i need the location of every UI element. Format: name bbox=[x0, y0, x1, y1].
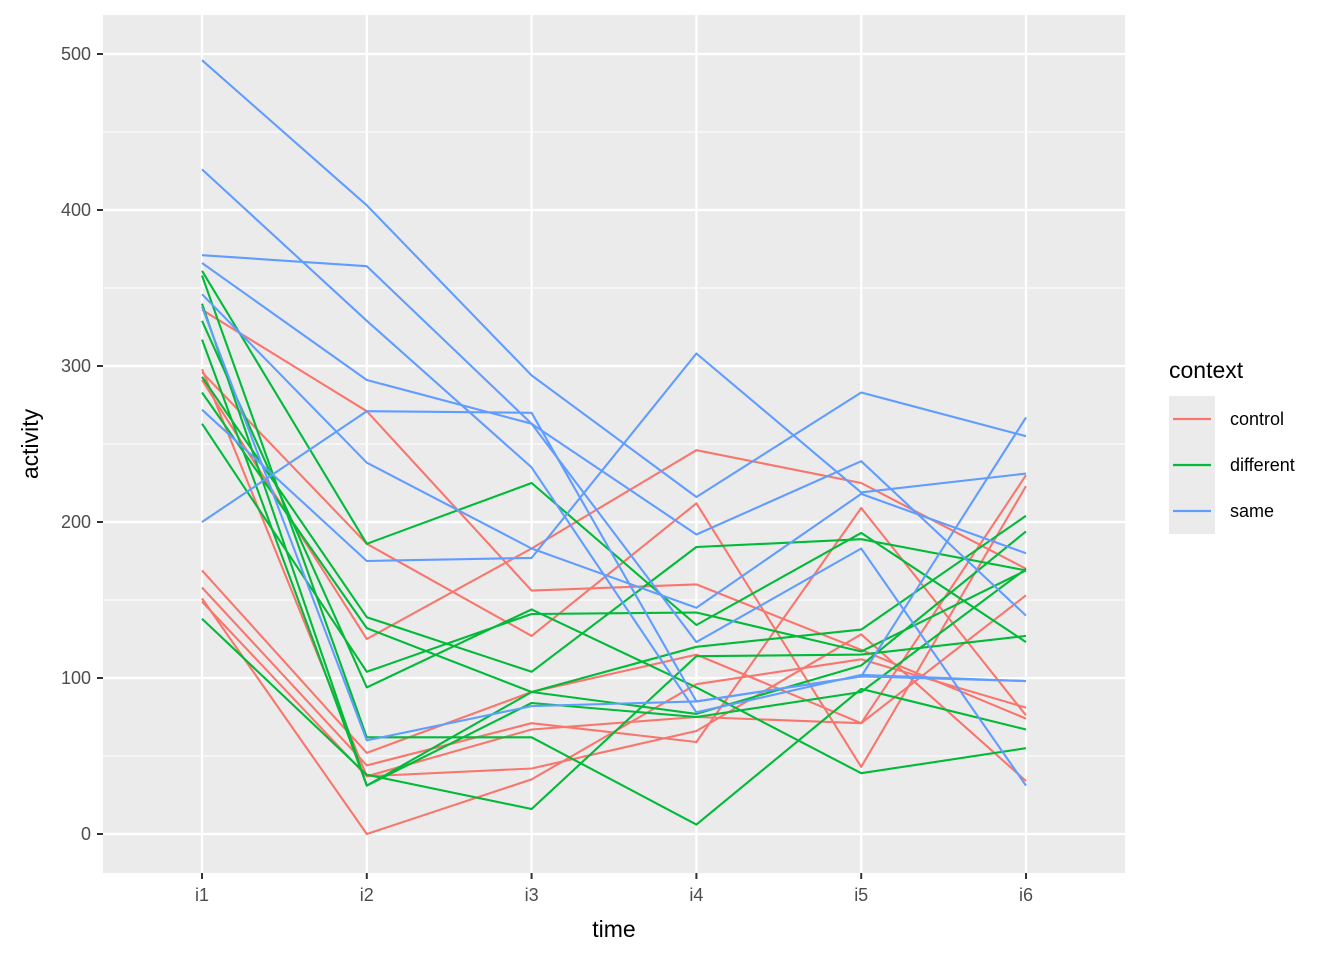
series-line-different-16 bbox=[201, 617, 1027, 811]
y-tick-label: 0 bbox=[81, 824, 91, 844]
legend-title: context bbox=[1169, 357, 1244, 383]
x-tick-label: i1 bbox=[195, 885, 209, 905]
series-line-control-4 bbox=[201, 569, 1027, 754]
legend: context control different same bbox=[1169, 357, 1295, 534]
series-line-same-22 bbox=[201, 293, 1027, 609]
series-line-different-15 bbox=[201, 423, 1027, 673]
series-line-different-9 bbox=[201, 270, 1027, 643]
series-line-different-17 bbox=[201, 303, 1027, 787]
x-axis-ticks: i1 i2 i3 i4 i5 i6 bbox=[195, 873, 1033, 905]
y-tick-label: 400 bbox=[61, 200, 91, 220]
series-line-same-21 bbox=[201, 262, 1027, 617]
series-line-same-23 bbox=[201, 352, 1027, 563]
series-line-different-11 bbox=[201, 320, 1027, 775]
y-tick-label: 100 bbox=[61, 668, 91, 688]
legend-label-same: same bbox=[1230, 501, 1274, 521]
series-line-different-14 bbox=[201, 391, 1027, 694]
x-tick-label: i5 bbox=[854, 885, 868, 905]
series-line-control-1 bbox=[201, 308, 1027, 720]
series-lines bbox=[201, 59, 1027, 836]
series-line-different-13 bbox=[201, 376, 1027, 673]
x-tick-label: i2 bbox=[360, 885, 374, 905]
series-line-same-24 bbox=[201, 410, 1027, 703]
series-line-same-18 bbox=[201, 59, 1027, 499]
minor-gridlines bbox=[103, 131, 1125, 757]
x-axis-title: time bbox=[592, 916, 635, 942]
x-tick-label: i3 bbox=[525, 885, 539, 905]
x-tick-label: i4 bbox=[689, 885, 703, 905]
y-tick-label: 300 bbox=[61, 356, 91, 376]
series-line-control-7 bbox=[201, 600, 1027, 782]
series-line-different-10 bbox=[201, 275, 1027, 826]
y-tick-label: 500 bbox=[61, 44, 91, 64]
y-axis-ticks: 0 100 200 300 400 500 bbox=[61, 44, 103, 844]
y-tick-label: 200 bbox=[61, 512, 91, 532]
legend-label-different: different bbox=[1230, 455, 1295, 475]
series-line-control-3 bbox=[201, 379, 1027, 641]
x-tick-label: i6 bbox=[1019, 885, 1033, 905]
series-line-same-19 bbox=[201, 168, 1027, 714]
series-line-control-2 bbox=[201, 371, 1027, 768]
y-axis-title: activity bbox=[17, 408, 43, 479]
series-line-same-20 bbox=[201, 254, 1027, 787]
legend-label-control: control bbox=[1230, 409, 1284, 429]
series-line-same-25 bbox=[201, 306, 1027, 742]
